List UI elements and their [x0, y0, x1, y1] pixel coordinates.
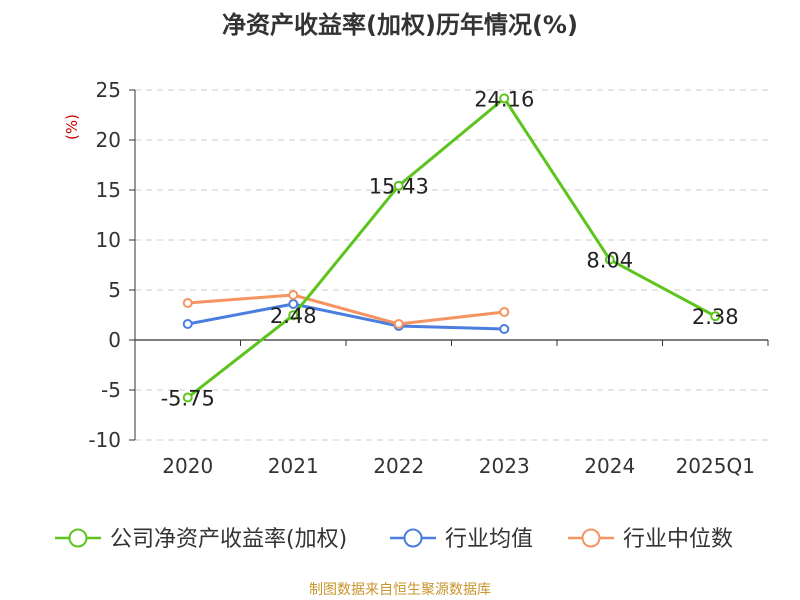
data-point[interactable] — [710, 311, 721, 322]
data-point[interactable] — [182, 319, 193, 329]
legend-marker — [403, 528, 423, 548]
legend-item[interactable]: 行业中位数 — [568, 527, 733, 552]
y-tick-label: 5 — [108, 278, 121, 302]
series-lines — [182, 93, 721, 403]
y-tick-label: 15 — [96, 178, 121, 202]
series-line — [187, 293, 505, 326]
data-label: 24.16 — [474, 87, 534, 111]
data-point[interactable] — [182, 392, 193, 403]
chart-title: 净资产收益率(加权)历年情况(%) — [222, 11, 578, 39]
y-tick-label: -5 — [101, 378, 121, 402]
x-tick-label: 2025Q1 — [676, 454, 755, 478]
axes: -10 -5 0 5 10 15 20 25 2020 2021 2022 2023 2024 2025Q… — [88, 78, 769, 478]
legend-item[interactable]: 行业均值 — [390, 527, 533, 552]
data-label: 2.48 — [270, 304, 317, 328]
legend-marker — [581, 528, 601, 548]
y-tick-label: -10 — [88, 428, 121, 452]
legend-label: 行业中位数 — [623, 527, 733, 552]
y-tick-label: 10 — [96, 228, 121, 252]
series-line — [187, 302, 505, 331]
legend-marker — [68, 528, 88, 548]
x-tick-label: 2023 — [479, 454, 530, 478]
legend-label: 公司净资产收益率(加权) — [110, 527, 347, 552]
data-label: 8.04 — [586, 249, 633, 273]
x-tick-label: 2020 — [162, 454, 213, 478]
data-point[interactable] — [393, 319, 404, 329]
data-point[interactable] — [499, 307, 510, 317]
x-tick-label: 2021 — [268, 454, 319, 478]
data-point[interactable] — [182, 298, 193, 308]
data-point[interactable] — [499, 93, 510, 104]
legend-item[interactable]: 公司净资产收益率(加权) — [55, 527, 347, 552]
data-label: -5.75 — [161, 387, 215, 411]
data-label: 2.38 — [692, 305, 739, 329]
data-labels: -5.75 2.48 15.43 24.16 8.04 2.38 — [161, 87, 739, 410]
data-point[interactable] — [499, 324, 510, 334]
data-label: 15.43 — [369, 175, 429, 199]
data-point[interactable] — [393, 180, 404, 191]
x-tick-label: 2022 — [373, 454, 424, 478]
series-line — [186, 96, 716, 399]
x-tick-label: 2024 — [584, 454, 635, 478]
data-point[interactable] — [604, 254, 615, 265]
legend-label: 行业均值 — [445, 527, 533, 552]
y-axis-label: (%) — [63, 114, 81, 140]
y-tick-label: 25 — [96, 78, 121, 102]
legend[interactable]: 公司净资产收益率(加权) 行业均值 行业中位数 — [55, 527, 733, 552]
y-tick-label: 20 — [96, 128, 121, 152]
source-note: 制图数据来自恒生聚源数据库 — [309, 582, 491, 598]
y-tick-label: 0 — [108, 328, 121, 352]
data-point[interactable] — [288, 310, 299, 321]
data-point[interactable] — [288, 290, 299, 300]
